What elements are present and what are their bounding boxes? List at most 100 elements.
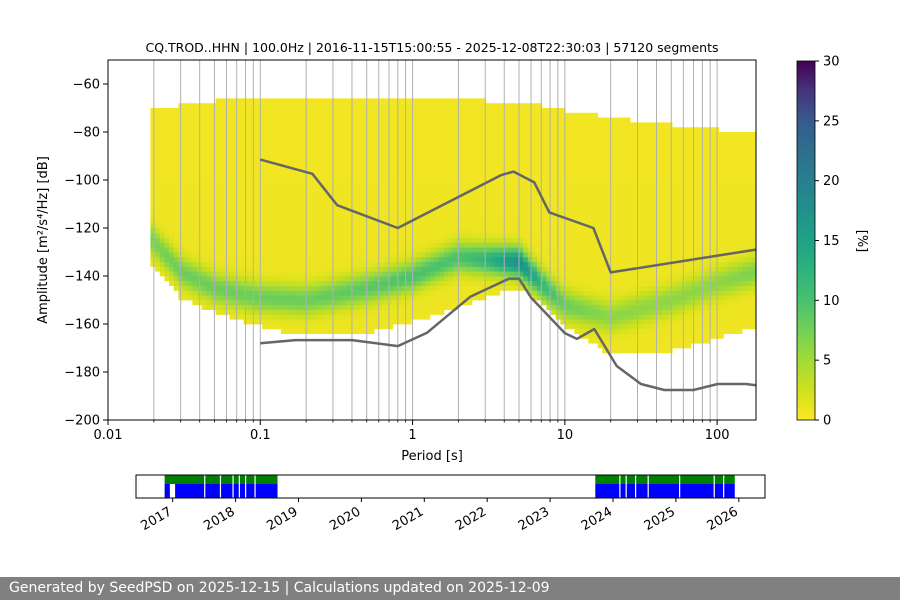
heatmap-cell	[150, 204, 156, 210]
heatmap-cell	[397, 242, 403, 248]
heatmap-cell	[299, 122, 305, 128]
heatmap-cell	[266, 256, 272, 262]
heatmap-cell	[583, 184, 589, 190]
heatmap-cell	[229, 103, 235, 109]
heatmap-cell	[588, 324, 594, 330]
heatmap-cell	[215, 141, 221, 147]
heatmap-cell	[201, 204, 207, 210]
heatmap-cell	[429, 108, 435, 114]
heatmap-cell	[318, 151, 324, 157]
heatmap-cell	[322, 146, 328, 152]
heatmap-cell	[201, 208, 207, 214]
heatmap-cell	[439, 208, 445, 214]
heatmap-cell	[276, 280, 282, 286]
heatmap-cell	[592, 141, 599, 147]
heatmap-cell	[332, 122, 338, 128]
heatmap-cell	[630, 208, 636, 214]
heatmap-cell	[238, 242, 245, 248]
heatmap-cell	[504, 117, 510, 123]
heatmap-cell	[215, 108, 221, 114]
heatmap-cell	[266, 136, 272, 142]
heatmap-cell	[229, 189, 235, 195]
heatmap-cell	[299, 204, 305, 210]
heatmap-cell	[392, 252, 398, 258]
heatmap-cell	[425, 232, 431, 238]
heatmap-cell	[364, 208, 370, 214]
heatmap-cell	[388, 247, 394, 253]
heatmap-cell	[392, 314, 398, 320]
heatmap-cell	[630, 343, 636, 349]
heatmap-cell	[611, 151, 617, 157]
heatmap-cell	[294, 300, 300, 306]
heatmap-cell	[224, 256, 231, 262]
heatmap-cell	[537, 194, 543, 200]
heatmap-cell	[220, 304, 226, 310]
heatmap-cell	[383, 256, 389, 262]
heatmap-cell	[644, 194, 650, 200]
heatmap-cell	[280, 242, 286, 248]
heatmap-cell	[299, 141, 305, 147]
heatmap-cell	[378, 108, 384, 114]
heatmap-cell	[481, 103, 487, 109]
heatmap-cell	[206, 271, 212, 277]
heatmap-cell	[420, 136, 426, 142]
heatmap-cell	[523, 117, 529, 123]
heatmap-cell	[569, 304, 575, 310]
heatmap-cell	[425, 170, 431, 176]
heatmap-cell	[476, 271, 482, 277]
heatmap-cell	[499, 247, 505, 253]
heatmap-cell	[215, 146, 221, 152]
heatmap-cell	[332, 266, 338, 272]
heatmap-cell	[448, 151, 454, 157]
heatmap-cell	[592, 160, 599, 166]
heatmap-cell	[401, 290, 408, 296]
heatmap-cell	[318, 300, 324, 306]
heatmap-cell	[462, 108, 468, 114]
heatmap-cell	[597, 314, 603, 320]
heatmap-cell	[220, 232, 226, 238]
heatmap-cell	[532, 117, 538, 123]
heatmap-cell	[280, 108, 286, 114]
heatmap-cell	[238, 184, 245, 190]
heatmap-cell	[630, 180, 636, 186]
heatmap-cell	[588, 309, 594, 315]
heatmap-cell	[388, 232, 394, 238]
heatmap-cell	[215, 127, 221, 133]
heatmap-cell	[644, 266, 650, 272]
heatmap-cell	[490, 285, 496, 291]
heatmap-cell	[597, 151, 603, 157]
heatmap-cell	[299, 237, 305, 243]
heatmap-cell	[248, 194, 254, 200]
heatmap-cell	[211, 184, 217, 190]
heatmap-cell	[448, 213, 454, 219]
heatmap-cell	[644, 338, 650, 344]
heatmap-cell	[429, 170, 435, 176]
heatmap-cell	[537, 242, 543, 248]
heatmap-cell	[220, 242, 226, 248]
heatmap-cell	[504, 237, 510, 243]
heatmap-cell	[397, 117, 403, 123]
heatmap-cell	[406, 261, 412, 267]
heatmap-cell	[481, 184, 487, 190]
heatmap-cell	[290, 328, 296, 334]
heatmap-cell	[509, 247, 515, 253]
heatmap-cell	[513, 256, 519, 262]
heatmap-cell	[541, 112, 547, 118]
heatmap-cell	[625, 132, 631, 138]
heatmap-cell	[378, 165, 384, 171]
heatmap-cell	[569, 232, 575, 238]
heatmap-cell	[248, 122, 254, 128]
heatmap-cell	[560, 252, 566, 258]
heatmap-cell	[597, 146, 603, 152]
heatmap-cell	[597, 343, 603, 349]
heatmap-cell	[420, 237, 426, 243]
heatmap-cell	[276, 122, 282, 128]
heatmap-cell	[602, 223, 608, 229]
heatmap-cell	[183, 170, 189, 176]
heatmap-cell	[453, 127, 459, 133]
heatmap-cell	[276, 218, 282, 224]
heatmap-cell	[546, 242, 552, 248]
heatmap-cell	[187, 146, 193, 152]
heatmap-cell	[434, 232, 440, 238]
heatmap-cell	[164, 146, 170, 152]
